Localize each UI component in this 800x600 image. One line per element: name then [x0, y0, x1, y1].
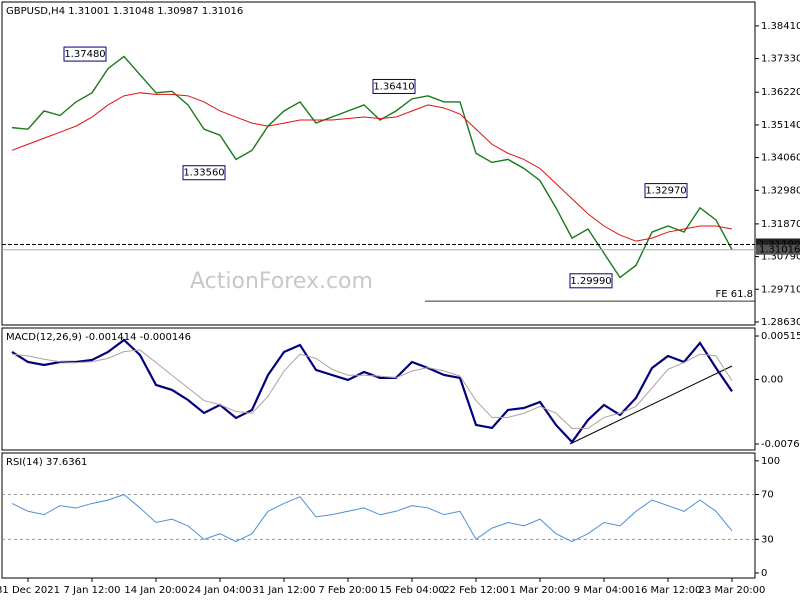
y-tick-label: 1.32980 — [761, 185, 800, 196]
annotation-box — [569, 273, 613, 289]
series-line — [11, 92, 733, 242]
series-line — [11, 55, 733, 279]
x-tick-label: 1 Mar 20:00 — [510, 585, 570, 596]
current-price-label: 1.31016 — [759, 245, 800, 256]
rsi-panel — [1, 452, 756, 579]
annotation-label: 1.29990 — [570, 276, 611, 287]
y-tick-label: 1.31870 — [761, 219, 800, 230]
y-tick-label: 1.36220 — [761, 87, 800, 98]
macd-title: MACD(12,26,9) -0.001414 -0.000146 — [6, 332, 191, 343]
y-tick-label: 30 — [761, 534, 774, 545]
x-tick-label: 7 Jan 12:00 — [64, 585, 121, 596]
y-tick-label: -0.00765 — [761, 439, 800, 450]
price-panel — [1, 1, 756, 326]
y-tick-label: 1.30790 — [761, 252, 800, 263]
watermark: ActionForex.com — [190, 269, 373, 294]
y-tick-label: 1.38410 — [761, 21, 800, 32]
annotation-box — [182, 165, 226, 181]
y-tick-label: 1.34060 — [761, 153, 800, 164]
x-tick-label: 22 Feb 12:00 — [443, 585, 509, 596]
y-tick-label: 0.005152 — [761, 331, 800, 342]
annotation-label: 1.37480 — [64, 49, 105, 60]
x-tick-label: 14 Jan 20:00 — [124, 585, 187, 596]
x-tick-label: 31 Jan 12:00 — [252, 585, 315, 596]
y-tick-label: 1.37330 — [761, 54, 800, 65]
annotation-label: 1.32970 — [645, 186, 686, 197]
rsi-title: RSI(14) 37.6361 — [6, 457, 87, 468]
series-line — [11, 493, 733, 543]
y-tick-label: 0 — [761, 568, 767, 579]
fe-label: FE 61.8 — [715, 289, 753, 300]
y-tick-label: 1.29710 — [761, 284, 800, 295]
x-tick-label: 31 Dec 2021 — [0, 585, 60, 596]
annotation-box — [644, 183, 688, 199]
macd-trendline — [569, 365, 733, 445]
x-tick-label: 15 Feb 04:00 — [379, 585, 445, 596]
annotation-box — [372, 78, 416, 94]
chart-title: GBPUSD,H4 1.31001 1.31048 1.30987 1.3101… — [6, 6, 243, 17]
annotation-label: 1.36410 — [373, 81, 414, 92]
macd-panel — [1, 327, 756, 451]
current-price-box — [756, 244, 800, 255]
x-tick-label: 16 Mar 12:00 — [635, 585, 702, 596]
y-tick-label: 0.00 — [761, 374, 783, 385]
x-tick-label: 7 Feb 20:00 — [318, 585, 377, 596]
y-tick-label: 1.35140 — [761, 120, 800, 131]
y-tick-label: 1.28630 — [761, 317, 800, 328]
x-tick-label: 9 Mar 04:00 — [574, 585, 634, 596]
x-tick-label: 23 Mar 20:00 — [699, 585, 766, 596]
series-line — [11, 349, 733, 429]
annotation-box — [63, 46, 107, 62]
annotation-label: 1.33560 — [183, 168, 224, 179]
y-tick-label: 70 — [761, 489, 774, 500]
series-line — [11, 338, 733, 444]
x-tick-label: 24 Jan 04:00 — [188, 585, 251, 596]
y-tick-label: 100 — [761, 456, 780, 467]
